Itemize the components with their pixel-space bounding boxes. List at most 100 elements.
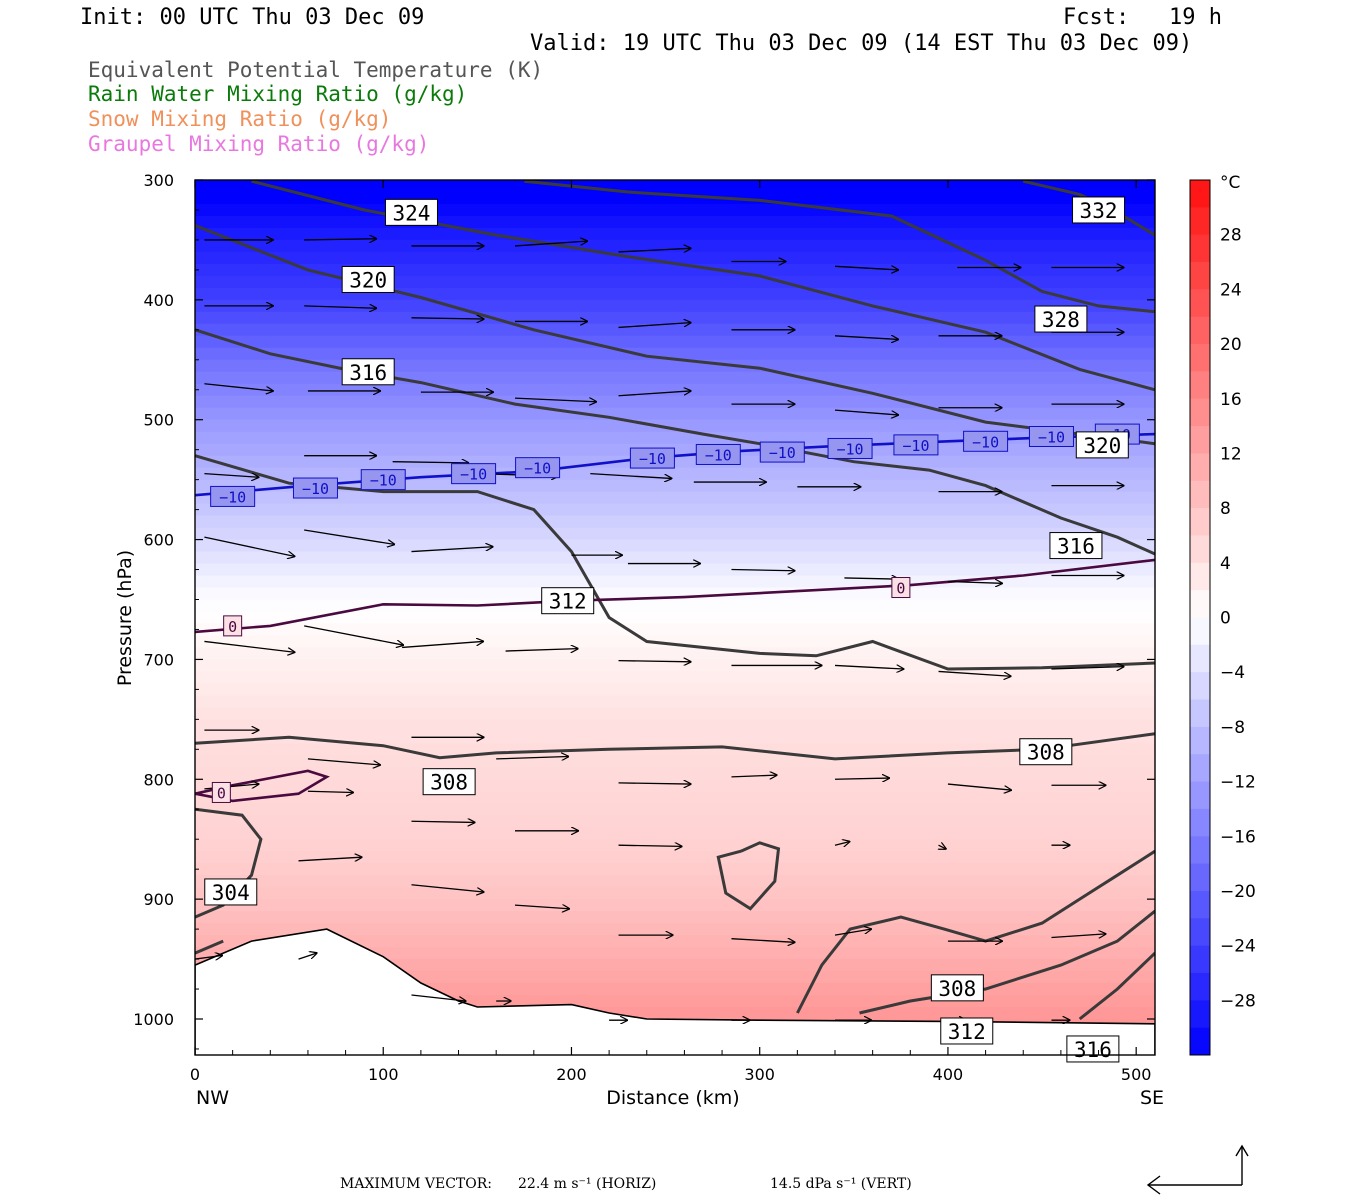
isotherm-label-box <box>893 434 939 456</box>
theta-e-label: 316 <box>349 361 387 385</box>
colorbar-segment <box>1190 344 1210 372</box>
wind-vector <box>834 266 898 270</box>
theta-e-contour-308 <box>796 849 1155 1014</box>
isotherm-label-box <box>223 615 243 637</box>
temperature-band <box>195 527 1155 541</box>
temperature-band <box>195 755 1155 768</box>
colorbar-segment <box>1190 480 1210 509</box>
wind-vector <box>834 665 903 669</box>
colorbar-tick-label: 12 <box>1220 444 1242 464</box>
theta-e-contour-312 <box>859 909 1155 1015</box>
wind-vector <box>939 845 946 849</box>
temperature-band <box>195 779 1155 792</box>
temperature-band <box>195 335 1155 349</box>
wind-vector <box>618 323 691 329</box>
y-tick-label: 600 <box>143 531 174 550</box>
temperature-band <box>195 407 1155 421</box>
temperature-band <box>195 911 1155 924</box>
wind-vector <box>411 318 483 319</box>
wind-vector <box>402 641 483 649</box>
colorbar-tick-label: 16 <box>1220 390 1242 410</box>
init-time: Init: 00 UTC Thu 03 Dec 09 <box>80 5 425 30</box>
colorbar-segment <box>1190 1027 1210 1056</box>
wind-vector <box>514 398 596 402</box>
colorbar-tick-label: −28 <box>1220 991 1256 1011</box>
temperature-band <box>195 659 1155 672</box>
isotherm-label-box <box>211 781 231 803</box>
colorbar-tick-label: 24 <box>1220 280 1242 300</box>
theta-e-label-box <box>1034 305 1088 333</box>
colorbar-segment <box>1190 644 1210 673</box>
temperature-band <box>195 299 1155 313</box>
colorbar-tick-label: 8 <box>1220 499 1231 519</box>
wind-vector <box>618 783 691 784</box>
temperature-band <box>195 263 1155 277</box>
colorbar-segment <box>1190 590 1210 618</box>
wind-vector <box>304 306 376 308</box>
temperature-band <box>195 947 1155 960</box>
temperature-band <box>195 671 1155 684</box>
temperature-band <box>195 275 1155 289</box>
temperature-band <box>195 215 1155 229</box>
x-tick-label: 400 <box>933 1065 964 1084</box>
wind-vector <box>204 383 272 391</box>
theta-e-label-box <box>341 265 395 293</box>
temperature-band <box>195 959 1155 972</box>
colorbar-tick-label: −12 <box>1220 773 1256 793</box>
isotherm-0 <box>195 558 1155 634</box>
temperature-band <box>195 467 1155 481</box>
theta-e-contour-308 <box>195 732 1155 761</box>
colorbar-tick-label: 0 <box>1220 609 1231 629</box>
isotherm-label-box <box>891 577 911 599</box>
temperature-band <box>195 611 1155 624</box>
wind-vector <box>834 409 898 415</box>
colorbar-segment <box>1190 508 1210 536</box>
theta-e-contour-312 <box>195 454 1155 671</box>
isotherm-label: 0 <box>228 618 237 636</box>
x-axis-title: Distance (km) <box>606 1087 739 1109</box>
temperature-band <box>195 719 1155 732</box>
y-tick-label: 1000 <box>133 1010 174 1029</box>
isotherm-label: 0 <box>896 580 905 598</box>
temperature-band <box>195 599 1155 612</box>
temperature-band <box>195 383 1155 397</box>
temperature-band <box>195 359 1155 373</box>
temperature-band <box>195 323 1155 337</box>
temperature-band <box>195 287 1155 301</box>
isotherm-label-box <box>759 441 805 463</box>
temperature-band <box>195 515 1155 529</box>
temperature-band <box>195 695 1155 708</box>
temperature-band <box>195 347 1155 361</box>
theta-e-label: 320 <box>1083 434 1121 458</box>
x-tick-label: 500 <box>1121 1065 1152 1084</box>
colorbar-tick-label: −24 <box>1220 937 1256 957</box>
isotherm-label: −10 <box>972 433 999 451</box>
temperature-band <box>195 863 1155 876</box>
temperature-band <box>195 887 1155 900</box>
temperature-band <box>195 791 1155 804</box>
colorbar-segment <box>1190 535 1210 564</box>
temperature-band <box>195 539 1155 553</box>
wind-vector <box>514 241 587 247</box>
wind-vector <box>590 473 671 479</box>
colorbar-segment <box>1190 562 1210 591</box>
x-tick-label: 0 <box>190 1065 200 1084</box>
theta-e-label-box <box>940 1017 994 1045</box>
temperature-band <box>195 635 1155 648</box>
isotherm-label-box <box>451 463 497 485</box>
wind-vector <box>195 955 222 959</box>
isotherm-label: −10 <box>705 446 732 464</box>
wind-vector <box>298 953 317 960</box>
temperature-band <box>195 479 1155 493</box>
x-end-label-se: SE <box>1140 1087 1164 1109</box>
temperature-band <box>195 455 1155 469</box>
wind-vector <box>731 775 776 777</box>
theta-e-label: 308 <box>430 771 468 795</box>
x-tick-label: 300 <box>744 1065 775 1084</box>
colorbar-segment <box>1190 453 1210 482</box>
temperature-band <box>195 815 1155 828</box>
max-vector-horizontal: 22.4 m s⁻¹ (HORIZ) <box>518 1176 657 1192</box>
isotherm-label: −10 <box>1038 428 1065 446</box>
theta-e-label: 304 <box>212 881 250 905</box>
temperature-band <box>195 875 1155 888</box>
